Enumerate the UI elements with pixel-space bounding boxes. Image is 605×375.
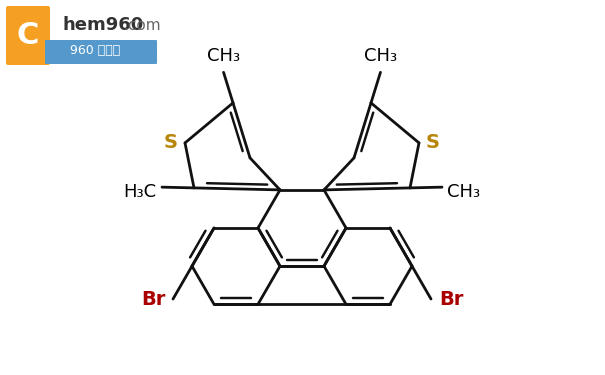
Text: S: S	[164, 134, 178, 152]
FancyBboxPatch shape	[45, 40, 157, 64]
Text: CH₃: CH₃	[448, 183, 480, 201]
Text: CH₃: CH₃	[364, 47, 397, 65]
Text: .com: .com	[123, 18, 161, 33]
Text: C: C	[17, 21, 39, 50]
Text: Br: Br	[439, 290, 463, 309]
Text: 960 化工网: 960 化工网	[70, 45, 120, 57]
Text: CH₃: CH₃	[207, 47, 240, 65]
Text: hem960: hem960	[62, 16, 143, 34]
Text: H₃C: H₃C	[123, 183, 157, 201]
Text: S: S	[426, 134, 440, 152]
Text: Br: Br	[141, 290, 165, 309]
FancyBboxPatch shape	[6, 6, 50, 65]
